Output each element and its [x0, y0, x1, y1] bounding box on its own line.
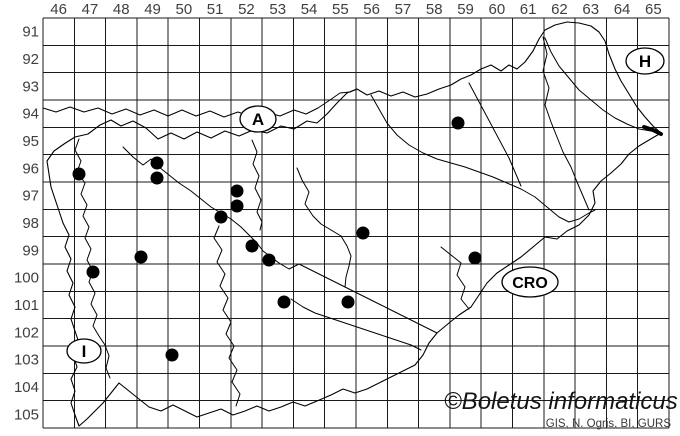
occurrence-dot: [468, 251, 482, 265]
grid-col-label: 55: [332, 1, 349, 18]
country-label-oval: [66, 338, 102, 364]
grid-col-label: 53: [269, 1, 286, 18]
river-line: [542, 36, 590, 211]
utm-grid: [42, 17, 670, 429]
occurrence-dot: [150, 171, 164, 185]
occurrence-dot: [230, 184, 244, 198]
grid-row-label: 105: [14, 406, 39, 423]
country-label-oval: [501, 266, 559, 298]
country-label-oval: [625, 47, 665, 75]
grid-row-label: 95: [22, 133, 39, 150]
occurrence-dot: [86, 265, 100, 279]
grid-col-label: 61: [520, 1, 537, 18]
country-label-text: A: [252, 110, 264, 129]
river-line: [296, 167, 352, 288]
credits-text: GIS, N. Ogris, BI, GURS: [546, 418, 672, 430]
occurrence-dot: [341, 295, 355, 309]
grid-row-label: 104: [14, 379, 39, 396]
river-line: [544, 37, 660, 134]
grid-col-label: 60: [489, 1, 506, 18]
grid-col-label: 56: [363, 1, 380, 18]
grid-row-label: 91: [22, 24, 39, 41]
grid-row-label: 99: [22, 242, 39, 259]
grid-row-label: 92: [22, 51, 39, 68]
occurrence-dot: [356, 226, 370, 240]
country-border-outline: [46, 21, 662, 427]
country-label-oval: [239, 105, 277, 133]
grid-row-label: 97: [22, 188, 39, 205]
neighbour-country-labels: A H CRO I: [66, 47, 665, 364]
river-line: [642, 125, 663, 136]
grid-col-label: 52: [238, 1, 255, 18]
river-line: [251, 139, 263, 231]
river-line: [290, 298, 422, 351]
occurrence-dot: [150, 156, 164, 170]
river-line: [370, 94, 596, 223]
occurrence-dot: [451, 116, 465, 130]
grid-row-label: 96: [22, 160, 39, 177]
grid-row-label: 94: [22, 106, 39, 123]
grid-col-label: 50: [176, 1, 193, 18]
grid-col-label: 57: [395, 1, 412, 18]
grid-col-label: 46: [50, 1, 67, 18]
grid-col-label: 48: [113, 1, 130, 18]
country-label-text: CRO: [512, 275, 548, 292]
grid-row-label: 102: [14, 324, 39, 341]
grid-col-label: 65: [645, 1, 662, 18]
occurrence-dot: [72, 167, 86, 181]
country-label-text: I: [82, 342, 87, 361]
country-linework: [42, 21, 663, 427]
occurrence-dot: [134, 250, 148, 264]
river-line: [42, 88, 358, 118]
occurrence-dots: [72, 116, 482, 362]
river-line: [440, 246, 470, 310]
grid-col-label: 63: [582, 1, 599, 18]
grid-col-label: 58: [426, 1, 443, 18]
country-label-text: H: [639, 52, 651, 71]
occurrence-dot: [230, 199, 244, 213]
occurrence-dot: [165, 348, 179, 362]
copyright-watermark: ©Boletus informaticus: [444, 388, 678, 415]
grid-row-label: 101: [14, 297, 39, 314]
occurrence-dot: [277, 295, 291, 309]
grid-col-label: 47: [82, 1, 99, 18]
grid-row-label: 103: [14, 352, 39, 369]
grid-col-label: 54: [301, 1, 318, 18]
grid-col-label: 59: [457, 1, 474, 18]
grid-col-label: 51: [207, 1, 224, 18]
grid-row-label: 100: [14, 270, 39, 287]
grid-row-label: 93: [22, 78, 39, 95]
occurrence-dot: [245, 239, 259, 253]
occurrence-dot: [214, 210, 228, 224]
grid-col-label: 62: [551, 1, 568, 18]
grid-axis-labels: 46 47 48 49 50 51 52 53 54 55 56 57 58 59 60 61 62 63 64 65…: [14, 1, 662, 423]
grid-col-label: 49: [144, 1, 161, 18]
river-line: [213, 225, 241, 407]
grid-col-label: 64: [614, 1, 631, 18]
river-line: [468, 82, 522, 187]
grid-row-label: 98: [22, 215, 39, 232]
occurrence-dot: [262, 253, 276, 267]
